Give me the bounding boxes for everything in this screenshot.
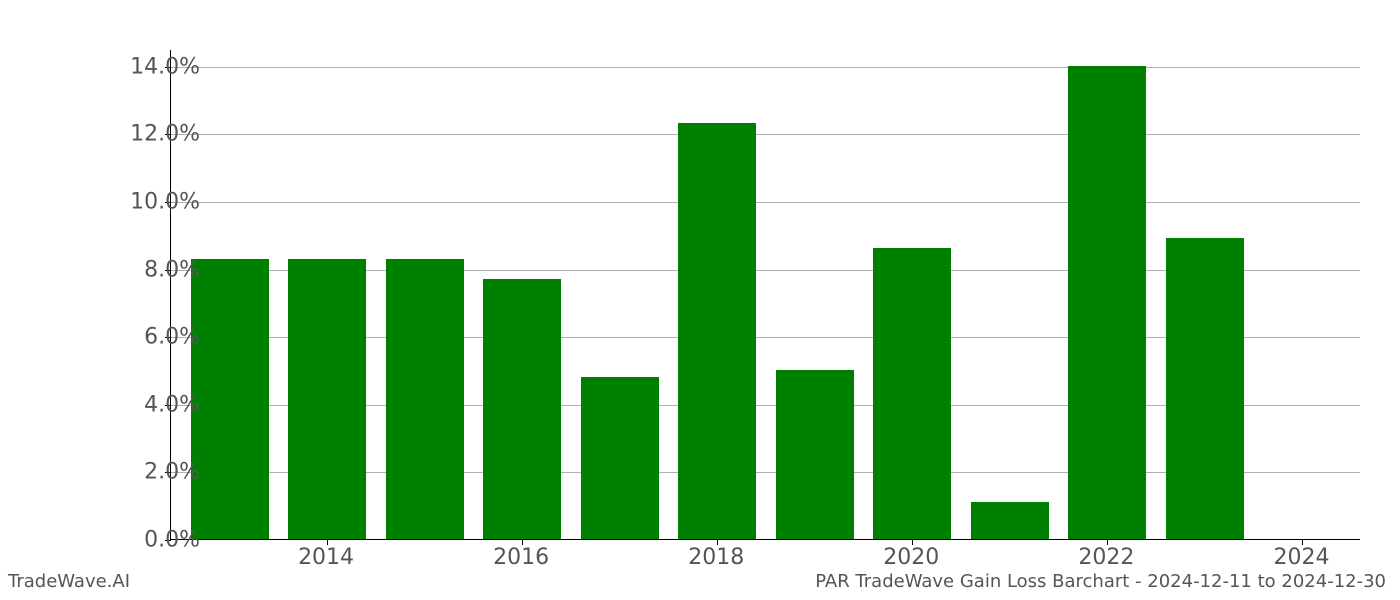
- xtick-label: 2024: [1273, 545, 1329, 570]
- ytick-label: 14.0%: [130, 54, 200, 79]
- bar-2014: [288, 259, 366, 539]
- plot-region: [170, 50, 1360, 540]
- gridline: [171, 134, 1360, 135]
- gridline: [171, 67, 1360, 68]
- gridline: [171, 202, 1360, 203]
- xtick-label: 2018: [688, 545, 744, 570]
- ytick-label: 0.0%: [144, 528, 200, 553]
- bar-2019: [776, 370, 854, 539]
- bar-2015: [386, 259, 464, 539]
- xtick-label: 2016: [493, 545, 549, 570]
- bar-2021: [971, 502, 1049, 539]
- xtick-label: 2014: [298, 545, 354, 570]
- bar-2018: [678, 123, 756, 539]
- bar-2017: [581, 377, 659, 539]
- footer-brand: TradeWave.AI: [8, 571, 130, 592]
- ytick-label: 2.0%: [144, 460, 200, 485]
- chart-plot-area: [170, 50, 1360, 540]
- bar-2016: [483, 279, 561, 539]
- xtick-label: 2022: [1078, 545, 1134, 570]
- xtick-label: 2020: [883, 545, 939, 570]
- bar-2020: [873, 248, 951, 539]
- bar-2022: [1068, 66, 1146, 539]
- bar-2013: [191, 259, 269, 539]
- footer-caption: PAR TradeWave Gain Loss Barchart - 2024-…: [815, 571, 1386, 592]
- ytick-label: 6.0%: [144, 325, 200, 350]
- bar-2023: [1166, 238, 1244, 539]
- ytick-label: 8.0%: [144, 257, 200, 282]
- ytick-label: 10.0%: [130, 190, 200, 215]
- ytick-label: 4.0%: [144, 392, 200, 417]
- ytick-label: 12.0%: [130, 122, 200, 147]
